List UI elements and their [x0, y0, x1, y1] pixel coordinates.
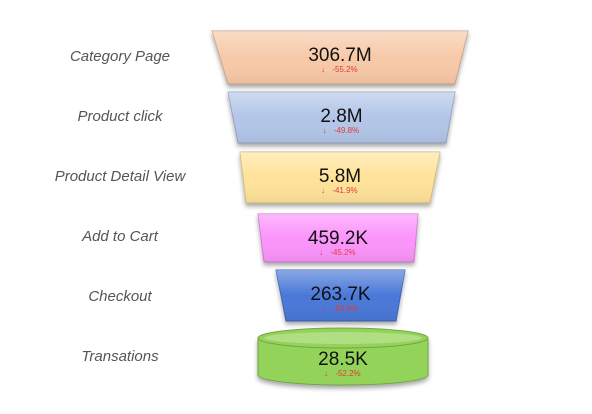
funnel-stage: 2.8M↓ -49.8% Product click: [77, 91, 456, 144]
stage-change: -52.2%: [335, 369, 360, 378]
down-arrow-icon: ↓: [324, 369, 328, 378]
stage-value: 306.7M: [308, 45, 371, 66]
segment-sheen: [212, 31, 468, 84]
down-arrow-icon: ↓: [321, 65, 325, 74]
funnel-stage: 459.2K↓ -45.2% Add to Cart: [81, 213, 419, 263]
stage-label: Product click: [77, 108, 164, 125]
segment-sheen: [258, 214, 418, 262]
down-arrow-icon: ↓: [319, 248, 323, 257]
segment-sheen: [228, 92, 455, 143]
segment-sheen: [240, 152, 440, 203]
segment-sheen: [276, 270, 405, 321]
cylinder-top-highlight: [264, 332, 422, 344]
stage-value: 28.5K: [318, 349, 368, 370]
stage-value: 5.8M: [319, 166, 361, 187]
funnel-stage: 5.8M↓ -41.9% Product Detail View: [55, 151, 441, 204]
stage-value: 459.2K: [308, 228, 369, 249]
cylinder-body: [257, 337, 429, 386]
stage-value: 263.7K: [310, 284, 371, 305]
down-arrow-icon: ↓: [322, 304, 326, 313]
stage-change: -83.0%: [333, 304, 358, 313]
stage-label: Category Page: [70, 48, 170, 65]
down-arrow-icon: ↓: [321, 186, 325, 195]
stage-value: 2.8M: [320, 106, 362, 127]
funnel-stage: 28.5K↓ -52.2% Transations: [81, 327, 429, 386]
stage-change: -41.9%: [332, 186, 357, 195]
stage-label: Product Detail View: [55, 168, 187, 185]
stage-change: -49.8%: [334, 126, 359, 135]
stage-label: Transations: [81, 348, 159, 365]
down-arrow-icon: ↓: [323, 126, 327, 135]
stage-label: Checkout: [88, 288, 152, 305]
stage-label: Add to Cart: [81, 228, 159, 245]
stage-change: -45.2%: [330, 248, 355, 257]
cylinder-top: [257, 327, 429, 349]
stage-change: -55.2%: [332, 65, 357, 74]
funnel-stage: 306.7M↓ -55.2% Category Page: [70, 30, 469, 85]
funnel-stage: 263.7K↓ -83.0% Checkout: [88, 269, 406, 322]
